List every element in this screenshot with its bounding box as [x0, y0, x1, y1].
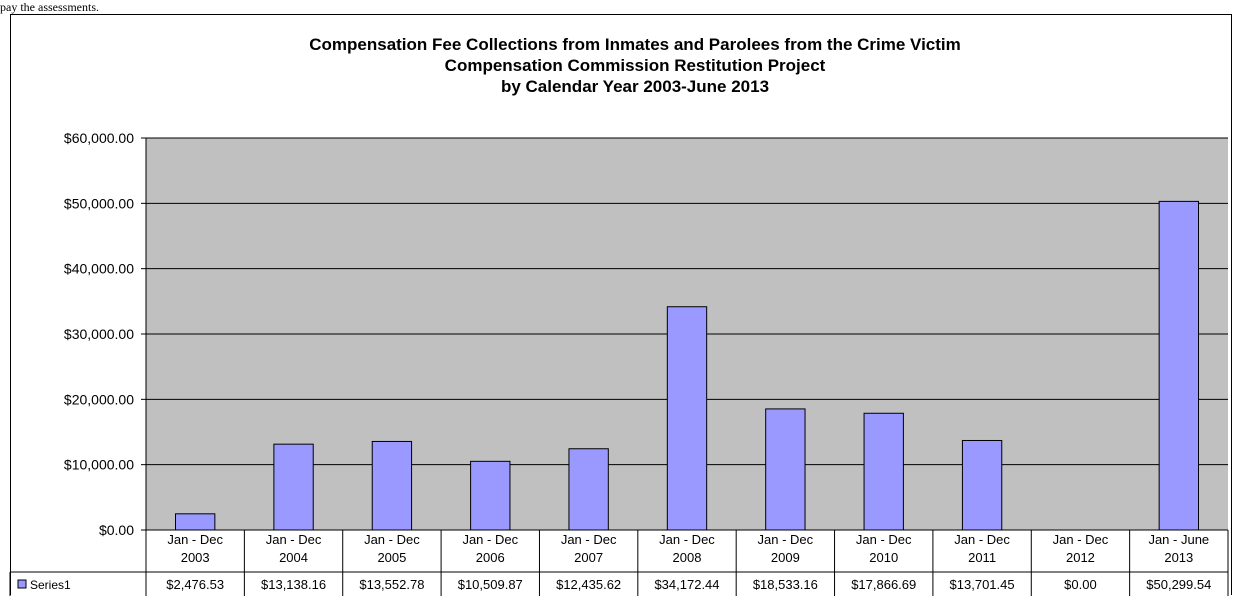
bar: [765, 408, 806, 531]
category-label: 2010: [869, 550, 898, 565]
category-label: Jan - Dec: [659, 532, 715, 547]
data-label: $50,299.54: [1146, 577, 1211, 592]
y-tick-label: $10,000.00: [64, 457, 134, 473]
data-label: $12,435.62: [556, 577, 621, 592]
data-label: $18,533.16: [753, 577, 818, 592]
y-tick-label: $30,000.00: [64, 326, 134, 342]
category-label: Jan - Dec: [167, 532, 223, 547]
category-label: Jan - Dec: [954, 532, 1010, 547]
legend-swatch: [17, 579, 27, 589]
category-label: Jan - Dec: [561, 532, 617, 547]
category-label: 2013: [1164, 550, 1193, 565]
y-tick-label: $20,000.00: [64, 391, 134, 407]
category-label: Jan - Dec: [856, 532, 912, 547]
bar: [666, 306, 708, 531]
category-label: 2005: [377, 550, 406, 565]
data-label: $0.00: [1064, 577, 1097, 592]
data-label: $13,138.16: [261, 577, 326, 592]
chart-title-line-3: by Calendar Year 2003-June 2013: [500, 77, 770, 96]
bar: [568, 448, 609, 531]
category-label: 2007: [574, 550, 603, 565]
data-label: $10,509.87: [458, 577, 523, 592]
data-label: $34,172.44: [654, 577, 719, 592]
y-tick-label: $50,000.00: [64, 195, 134, 211]
category-label: 2006: [476, 550, 505, 565]
category-label: 2004: [279, 550, 308, 565]
bar: [863, 412, 904, 531]
category-label: Jan - Dec: [1053, 532, 1109, 547]
y-tick-label: $60,000.00: [64, 130, 134, 146]
chart-title-line-2: Compensation Commission Restitution Proj…: [444, 56, 826, 75]
bar: [371, 440, 413, 531]
y-tick-label: $0.00: [99, 522, 134, 538]
bar: [175, 513, 216, 531]
data-label: $13,701.45: [950, 577, 1015, 592]
chart-title-line-1: Compensation Fee Collections from Inmate…: [309, 35, 961, 54]
data-label: $13,552.78: [359, 577, 424, 592]
category-label: Jan - Dec: [462, 532, 518, 547]
category-label: 2011: [968, 550, 996, 565]
bar: [273, 443, 314, 531]
category-label: Jan - Dec: [266, 532, 322, 547]
data-label: $17,866.69: [851, 577, 916, 592]
category-label: Jan - June: [1148, 532, 1209, 547]
data-label: $2,476.53: [166, 577, 224, 592]
category-label: 2012: [1066, 550, 1095, 565]
category-label: 2009: [771, 550, 800, 565]
bar: [961, 439, 1003, 531]
bar: [470, 460, 511, 531]
category-label: 2003: [181, 550, 210, 565]
legend-label: Series1: [30, 578, 71, 592]
caption-fragment: pay the assessments.: [0, 0, 99, 14]
category-label: Jan - Dec: [364, 532, 420, 547]
y-tick-label: $40,000.00: [64, 261, 134, 277]
bar: [1158, 200, 1199, 531]
category-label: Jan - Dec: [758, 532, 814, 547]
category-label: 2008: [673, 550, 702, 565]
